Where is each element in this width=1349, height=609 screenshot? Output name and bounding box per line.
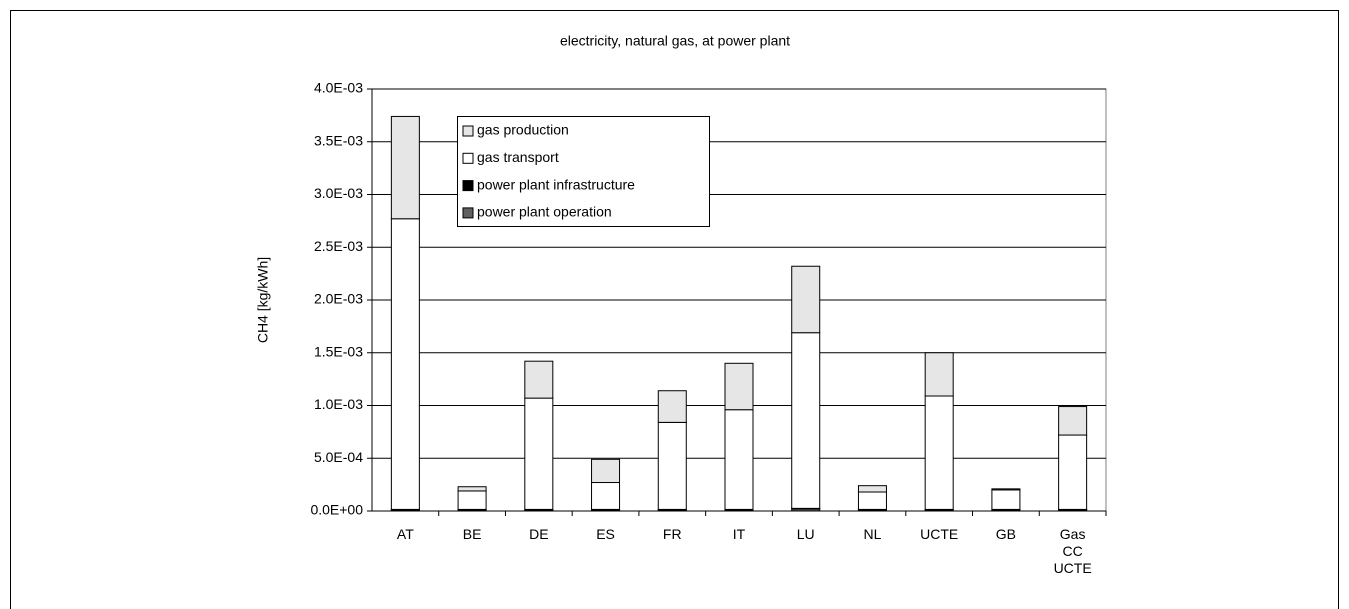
bar-segment xyxy=(457,490,487,510)
bar-segment xyxy=(724,409,754,510)
legend-label: gas production xyxy=(477,122,569,138)
y-tick-label: 5.0E-04 xyxy=(314,449,363,465)
x-tick-label: UCTE xyxy=(920,526,959,542)
x-tick-label: AT xyxy=(396,526,414,542)
x-tick-label: NL xyxy=(863,526,882,542)
x-tick-label: FR xyxy=(662,526,682,542)
legend xyxy=(457,116,710,227)
bar-segment xyxy=(591,482,621,510)
bar-segment xyxy=(991,489,1021,510)
x-tick-label: ES xyxy=(596,526,615,542)
bar-segment xyxy=(724,362,754,411)
legend-label: gas transport xyxy=(477,149,559,165)
bar-segment xyxy=(390,218,420,510)
bar-segment xyxy=(991,488,1021,491)
legend-swatch xyxy=(462,125,474,137)
y-tick-label: 3.0E-03 xyxy=(314,185,363,201)
bar-segment xyxy=(791,265,821,334)
bar-segment xyxy=(657,390,687,423)
chart-border xyxy=(10,10,1339,609)
y-tick-label: 2.5E-03 xyxy=(314,238,363,254)
x-tick-label: GB xyxy=(995,526,1017,542)
bar-segment xyxy=(1058,406,1088,436)
bar-segment xyxy=(524,360,554,399)
x-tick-label: Gas CC UCTE xyxy=(1053,526,1092,576)
y-tick-label: 2.0E-03 xyxy=(314,291,363,307)
legend-label: power plant operation xyxy=(477,204,612,220)
bar-segment xyxy=(924,395,954,510)
bar-segment xyxy=(857,491,887,510)
legend-label: power plant infrastructure xyxy=(477,176,635,192)
legend-swatch xyxy=(462,180,474,192)
legend-swatch xyxy=(462,152,474,164)
x-tick-label: LU xyxy=(796,526,815,542)
bar-segment xyxy=(657,421,687,510)
bar-segment xyxy=(1058,434,1088,510)
chart-title: electricity, natural gas, at power plant xyxy=(560,33,790,49)
y-tick-label: 0.0E+00 xyxy=(310,502,363,518)
legend-swatch xyxy=(462,207,474,219)
y-tick-label: 1.0E-03 xyxy=(314,396,363,412)
x-tick-label: BE xyxy=(462,526,482,542)
y-tick-label: 3.5E-03 xyxy=(314,132,363,148)
y-axis-label: CH4 [kg/kWh] xyxy=(255,257,271,343)
y-tick-label: 4.0E-03 xyxy=(314,80,363,96)
bar-segment xyxy=(390,115,420,220)
x-tick-label: DE xyxy=(529,526,549,542)
bar-segment xyxy=(924,352,954,397)
bar-segment xyxy=(524,397,554,510)
bar-segment xyxy=(791,332,821,509)
bar-segment xyxy=(857,485,887,493)
x-tick-label: IT xyxy=(732,526,746,542)
y-tick-label: 1.5E-03 xyxy=(314,343,363,359)
bar-segment xyxy=(591,458,621,484)
bar-segment xyxy=(457,486,487,492)
